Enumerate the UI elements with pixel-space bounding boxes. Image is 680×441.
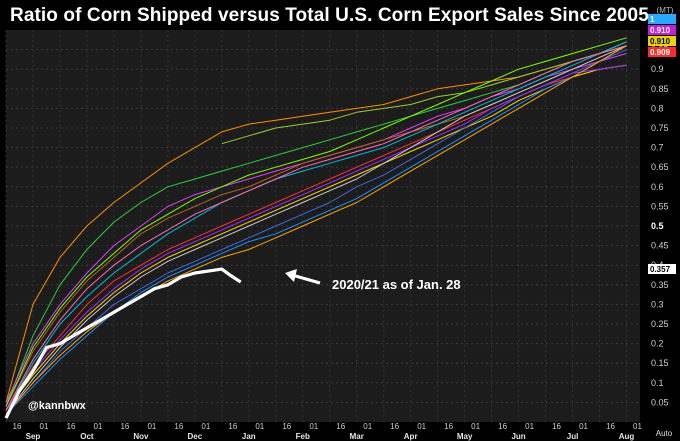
series-line-2 [221,45,627,145]
x-tick-label: 16 [336,422,345,431]
month-label: May [457,432,473,441]
month-label: Dec [188,432,203,441]
value-box [648,36,676,46]
y-tick-label: 0.5 [651,221,664,231]
chart-title: Ratio of Corn Shipped versus Total U.S. … [10,5,649,26]
month-label: Feb [296,432,310,441]
x-tick-label: 16 [498,422,507,431]
unit-label: (MT) [657,6,674,15]
series-line-16 [4,267,242,419]
month-label: Aug [619,432,635,441]
value-box-label: 0.909 [650,48,671,57]
value-box [648,264,676,274]
month-label: Jan [242,432,256,441]
y-tick-label: 0.75 [651,123,669,133]
y-tick-label: 0.8 [651,103,664,113]
series-line-6 [5,41,627,411]
x-tick-label: 16 [228,422,237,431]
value-box-label: 0.357 [650,265,671,274]
x-axis: 16 01 16 01 16 01 16 01 16 01 16 01 16 01 16 01 16 01 16 01… [13,422,643,441]
series-line-10 [5,64,627,411]
x-tick-label: 01 [147,422,156,431]
y-tick-label: 0.15 [651,358,669,368]
series-line-13 [5,37,627,407]
x-tick-label: 01 [40,422,49,431]
series-line-11 [5,45,627,415]
y-tick-label: 0.35 [651,280,669,290]
month-label: Apr [404,432,418,441]
x-tick-label: 16 [552,422,561,431]
x-tick-label: 01 [579,422,588,431]
y-tick-label: 0.6 [651,182,664,192]
value-box-label: 0.910 [650,37,671,46]
annotation-text: 2020/21 as of Jan. 28 [332,277,461,292]
value-box [648,14,676,24]
x-tick-label: 16 [444,422,453,431]
x-tick-label: 16 [606,422,615,431]
y-tick-label: 0.55 [651,201,669,211]
y-tick-label: 0.9 [651,64,664,74]
y-tick-label: 0.3 [651,299,664,309]
y-tick-label: 0.7 [651,143,664,153]
y-tick-label: 0.45 [651,241,669,251]
x-tick-label: 01 [255,422,264,431]
x-tick-label: 16 [282,422,291,431]
auto-label: Auto [656,429,673,438]
x-tick-label: 01 [363,422,372,431]
month-label: Sep [26,432,41,441]
x-tick-label: 01 [201,422,210,431]
y-tick-label: 0.05 [651,397,669,407]
x-tick-label: 01 [93,422,102,431]
value-box [648,25,676,35]
x-tick-label: 16 [67,422,76,431]
x-tick-label: 16 [174,422,183,431]
x-tick-label: 16 [120,422,129,431]
y-tick-label: 0.25 [651,319,669,329]
series-lines [4,37,627,419]
series-line-12 [5,45,627,411]
x-tick-label: 01 [309,422,318,431]
month-label: Nov [133,432,149,441]
y-axis: 0.050.10.150.20.250.30.350.40.450.50.550… [651,45,669,408]
x-tick-label: 16 [13,422,22,431]
value-box [648,47,676,57]
month-label: Mar [350,432,364,441]
x-tick-label: 01 [417,422,426,431]
month-label: Jun [511,432,525,441]
credit-label: @kannbwx [28,400,87,412]
x-tick-label: 01 [525,422,534,431]
grid [5,30,640,422]
x-tick-label: 01 [471,422,480,431]
value-boxes: 1 0.910 0.910 0.909 0.357 [648,14,676,274]
y-tick-label: 0.65 [651,162,669,172]
annotation-arrow [285,269,321,285]
month-label: Oct [80,432,94,441]
y-tick-label: 0.1 [651,378,664,388]
x-tick-label: 01 [633,422,642,431]
month-label: Jul [567,432,579,441]
value-box-label: 0.910 [650,26,671,35]
x-tick-label: 16 [390,422,399,431]
y-tick-label: 0.85 [651,84,669,94]
series-line-8 [5,64,627,411]
value-box-label: 1 [650,15,655,24]
y-tick-label: 0.2 [651,339,664,349]
